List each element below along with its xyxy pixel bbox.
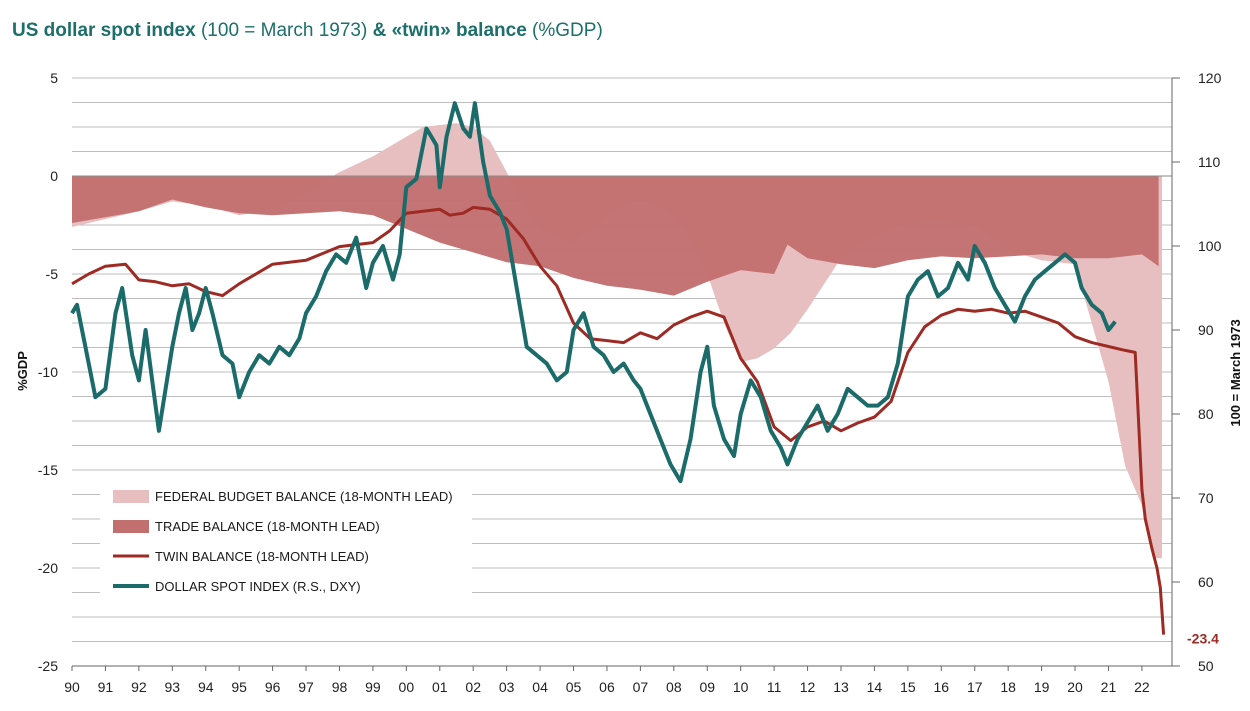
legend: FEDERAL BUDGET BALANCE (18-MONTH LEAD) TR… — [100, 480, 472, 608]
y-right-tick-label: 60 — [1198, 574, 1214, 590]
x-tick-label: 20 — [1067, 679, 1083, 695]
y-right-tick-label: 100 — [1198, 238, 1222, 254]
y-right-tick-label: 50 — [1198, 658, 1214, 674]
legend-label-trade: TRADE BALANCE (18-MONTH LEAD) — [155, 519, 380, 534]
y-left-tick-label: -5 — [46, 266, 59, 282]
y-left-tick-label: -10 — [38, 364, 58, 380]
x-tick-label: 19 — [1034, 679, 1050, 695]
y-right-tick-label: 80 — [1198, 406, 1214, 422]
x-tick-label: 07 — [633, 679, 649, 695]
y-right-tick-label: 70 — [1198, 490, 1214, 506]
x-tick-label: 12 — [800, 679, 816, 695]
x-tick-label: 22 — [1134, 679, 1150, 695]
x-tick-label: 94 — [198, 679, 214, 695]
y-left-tick-label: -15 — [38, 462, 58, 478]
x-tick-label: 18 — [1000, 679, 1016, 695]
x-tick-label: 05 — [566, 679, 582, 695]
y-right-tick-label: 110 — [1198, 154, 1221, 170]
y-right-tick-label: 120 — [1198, 70, 1222, 86]
x-tick-label: 13 — [833, 679, 849, 695]
y-axis-right-label: 100 = March 1973 — [1228, 319, 1243, 426]
x-tick-label: 93 — [165, 679, 181, 695]
x-tick-label: 92 — [131, 679, 147, 695]
x-tick-label: 09 — [699, 679, 715, 695]
x-tick-label: 10 — [733, 679, 749, 695]
chart-title-sub: (100 = March 1973) — [195, 20, 373, 41]
x-tick-label: 21 — [1101, 679, 1117, 695]
x-tick-label: 14 — [867, 679, 883, 695]
x-tick-label: 91 — [98, 679, 114, 695]
legend-label-budget: FEDERAL BUDGET BALANCE (18-MONTH LEAD) — [155, 489, 453, 504]
chart-title-unit: (%GDP) — [526, 20, 603, 41]
x-tick-label: 11 — [767, 679, 782, 695]
x-tick-label: 03 — [499, 679, 515, 695]
x-tick-label: 00 — [399, 679, 415, 695]
x-tick-label: 96 — [265, 679, 281, 695]
x-tick-label: 98 — [332, 679, 348, 695]
legend-label-twin: TWIN BALANCE (18-MONTH LEAD) — [155, 549, 369, 564]
chart-title: US dollar spot index (100 = March 1973) … — [12, 20, 603, 42]
x-tick-label: 08 — [666, 679, 682, 695]
y-axis-left-label: %GDP — [15, 351, 30, 391]
y-left-tick-label: 5 — [50, 70, 58, 86]
x-tick-label: 97 — [298, 679, 314, 695]
legend-swatch-trade — [113, 520, 149, 533]
legend-label-dollar: DOLLAR SPOT INDEX (R.S., DXY) — [155, 579, 361, 594]
chart-title-main: US dollar spot index — [12, 20, 196, 41]
legend-swatch-budget — [113, 490, 149, 503]
y-right-tick-label: 90 — [1198, 322, 1214, 338]
legend-background — [100, 480, 472, 608]
y-left-tick-label: -20 — [38, 560, 58, 576]
chart-title-twin: & «twin» balance — [372, 20, 527, 41]
x-tick-label: 15 — [900, 679, 916, 695]
x-tick-label: 99 — [365, 679, 381, 695]
area-series — [72, 123, 1162, 559]
x-tick-label: 95 — [231, 679, 247, 695]
x-tick-label: 04 — [532, 679, 548, 695]
y-left-tick-label: 0 — [50, 168, 58, 184]
trade-balance-area — [72, 176, 1159, 296]
line-series — [70, 101, 1166, 635]
twin-balance-line — [71, 205, 1166, 635]
y-left-tick-label: -25 — [38, 658, 58, 674]
last-value-annotation: -23.4 — [1187, 631, 1219, 647]
x-tick-label: 90 — [64, 679, 80, 695]
x-tick-label: 06 — [599, 679, 615, 695]
dollar-index-line — [70, 101, 1117, 484]
x-tick-label: 17 — [967, 679, 983, 695]
x-tick-label: 01 — [432, 679, 448, 695]
x-tick-label: 02 — [465, 679, 481, 695]
x-tick-label: 16 — [934, 679, 950, 695]
